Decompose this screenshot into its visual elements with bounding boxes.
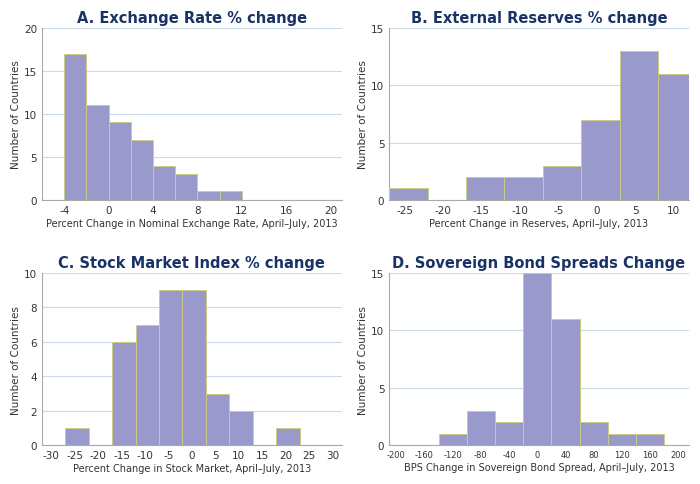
Title: B. External Reserves % change: B. External Reserves % change [411,11,667,26]
Bar [505,178,543,200]
Bar [658,75,696,200]
Bar [608,434,636,445]
Bar [552,319,580,445]
Bar [197,192,220,200]
Bar [136,325,159,445]
Bar [65,428,89,445]
X-axis label: Percent Change in Reserves, April–July, 2013: Percent Change in Reserves, April–July, … [430,218,649,228]
Bar [696,109,700,200]
Y-axis label: Number of Countries: Number of Countries [11,60,21,169]
Bar [131,140,153,200]
X-axis label: BPS Change in Sovereign Bond Spread, April–July, 2013: BPS Change in Sovereign Bond Spread, Apr… [404,462,674,472]
X-axis label: Percent Change in Stock Market, April–July, 2013: Percent Change in Stock Market, April–Ju… [73,463,311,473]
Bar [64,54,86,200]
Title: C. Stock Market Index % change: C. Stock Market Index % change [58,256,326,271]
Bar [580,423,608,445]
Y-axis label: Number of Countries: Number of Countries [11,305,21,414]
Bar [466,178,505,200]
Bar [86,106,108,200]
Y-axis label: Number of Countries: Number of Countries [358,305,368,414]
Bar [439,434,467,445]
Bar [495,423,523,445]
Bar [543,166,581,200]
Bar [206,394,230,445]
Bar [108,123,131,200]
Bar [467,411,495,445]
Bar [153,166,175,200]
Bar [389,189,428,200]
Bar [112,342,136,445]
Bar [175,175,197,200]
Bar [620,51,658,200]
Bar [581,121,620,200]
Title: A. Exchange Rate % change: A. Exchange Rate % change [77,11,307,26]
Bar [523,273,552,445]
Title: D. Sovereign Bond Spreads Change: D. Sovereign Bond Spreads Change [393,256,685,271]
Bar [230,411,253,445]
X-axis label: Percent Change in Nominal Exchange Rate, April–July, 2013: Percent Change in Nominal Exchange Rate,… [46,218,337,228]
Bar [183,290,206,445]
Bar [636,434,664,445]
Bar [159,290,183,445]
Bar [220,192,242,200]
Bar [276,428,300,445]
Y-axis label: Number of Countries: Number of Countries [358,60,368,169]
